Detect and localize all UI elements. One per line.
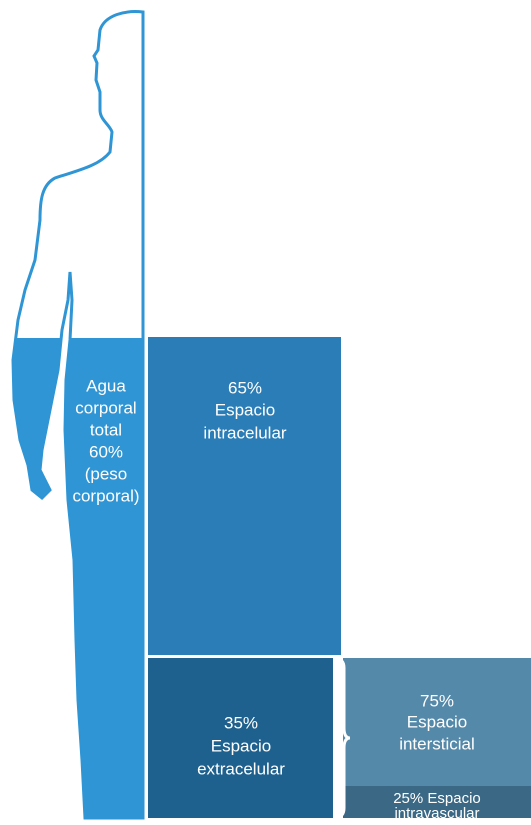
body-label: 60% xyxy=(89,442,123,461)
intravascular-box xyxy=(343,786,531,818)
extracellular-box xyxy=(148,658,333,818)
box-label: 75% xyxy=(420,691,454,710)
box-label: intravascular xyxy=(394,805,479,822)
interstitial-box xyxy=(343,658,531,786)
body-label: corporal xyxy=(75,398,136,417)
box-label: 25% Espacio xyxy=(393,790,481,807)
body-label: Agua xyxy=(86,376,126,395)
body-label: corporal) xyxy=(72,486,139,505)
body-label: total xyxy=(90,420,122,439)
body-label: (peso xyxy=(85,464,128,483)
box-label: 35% xyxy=(224,713,258,732)
box-label: Espacio xyxy=(215,400,275,419)
box-label: intersticial xyxy=(399,734,475,753)
box-label: intracelular xyxy=(203,423,286,442)
intracellular-box xyxy=(148,337,341,655)
box-label: Espacio xyxy=(407,712,467,731)
box-label: 65% xyxy=(228,378,262,397)
box-label: Espacio xyxy=(211,736,271,755)
box-label: extracelular xyxy=(197,759,285,778)
brace xyxy=(335,657,351,819)
